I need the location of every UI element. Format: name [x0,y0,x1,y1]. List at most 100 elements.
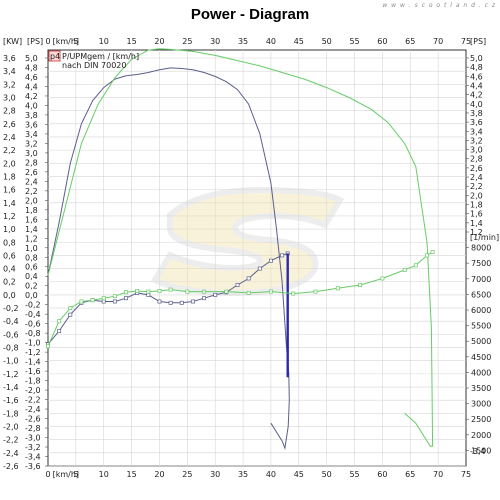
kw-tick-label: -1,8 [3,409,19,418]
kw-tick-label: 1,8 [3,172,16,181]
ps-tick-label: 2,8 [25,158,38,167]
unit-label-ps: [PS] [27,37,43,46]
ps-tick-label: 5,0 [25,54,38,63]
kw-tick-label: -0,4 [3,317,19,326]
kw-tick-label: -1,0 [3,357,19,366]
kw-tick-label: 2,2 [3,146,16,155]
right-ps-tick-label: 1,8 [470,201,483,210]
kw-tick-label: 3,2 [3,80,16,89]
right-ps-tick-label: 2,6 [470,164,483,173]
series-marker-5 [157,289,162,293]
kw-tick-label: 2,6 [3,120,16,129]
unit-label-right-top: [PS] [470,37,486,46]
series-marker-2 [213,292,218,297]
kw-tick-label: 3,6 [3,54,16,63]
ps-tick-label: -3,2 [25,443,41,452]
ps-tick-label: 0,8 [25,253,38,262]
series-marker-2 [268,258,273,263]
kw-tick-label: 0,2 [3,278,16,287]
ps-tick-label: 3,8 [25,111,38,120]
x-tick-label-top: 0 [45,37,50,46]
series-marker-5 [57,319,62,324]
ps-tick-label: -0,4 [25,310,41,319]
ps-tick-label: 2,0 [25,196,38,205]
x-tick-label-bottom: 35 [238,470,248,479]
series-marker-5 [291,291,296,296]
series-layer [46,48,435,451]
series-marker-5 [313,289,318,294]
right-extra-tick-label: -3,4 [470,447,486,456]
series-marker-2 [235,283,240,287]
x-tick-label-bottom: 0 [45,470,50,479]
right-ps-tick-label: 4,8 [470,63,483,72]
kw-tick-label: 1,2 [3,212,16,221]
series-marker-5 [224,289,229,294]
series-marker-5 [101,296,106,301]
kw-tick-label: 0,0 [3,291,16,300]
x-tick-label-bottom: 5 [73,470,78,479]
ps-tick-label: 0,4 [25,272,38,281]
x-tick-label-top: 50 [322,37,332,46]
kw-tick-label: -1,2 [3,370,19,379]
right-ps-tick-label: 4,2 [470,91,483,100]
rpm-tick-label: 3000 [471,400,491,409]
x-tick-label-top: 20 [154,37,164,46]
ps-tick-label: -1,0 [25,339,41,348]
kw-tick-label: -2,4 [3,449,19,458]
x-tick-label-top: 55 [349,37,359,46]
series-marker-5 [430,250,435,255]
right-ps-tick-label: 1,4 [470,219,483,228]
kw-tick-label: -1,6 [3,396,19,405]
ps-tick-label: 1,4 [25,225,38,234]
ps-tick-label: -1,4 [25,358,41,367]
rpm-tick-label: 5000 [471,337,491,346]
ps-tick-label: -0,2 [25,301,41,310]
ps-tick-label: 1,0 [25,244,38,253]
series-marker-5 [46,344,50,349]
series-marker-2 [112,299,117,304]
rpm-tick-label: 2000 [471,431,491,440]
x-tick-label-top: 5 [73,37,78,46]
watermark-logo [150,186,345,297]
ps-tick-label: 0,0 [25,291,38,300]
series-marker-2 [280,253,285,258]
ps-tick-label: 3,0 [25,149,38,158]
series-marker-5 [146,289,151,294]
chart-title: Power - Diagram [190,6,310,23]
axes: 0055101015152020252530303535404045455050… [3,37,499,479]
x-tick-label-top: 60 [377,37,387,46]
kw-tick-label: 3,0 [3,93,16,102]
ps-tick-label: 4,0 [25,101,38,110]
ps-tick-label: 3,2 [25,139,38,148]
series-marker-2 [68,312,73,317]
ps-tick-label: -3,0 [25,434,41,443]
series-marker-5 [268,289,273,294]
ps-tick-label: 0,6 [25,263,38,272]
right-ps-tick-label: 4,0 [470,100,483,109]
kw-tick-label: 1,6 [3,186,16,195]
x-tick-label-top: 10 [99,37,109,46]
ps-tick-label: 1,2 [25,234,38,243]
ps-tick-label: -3,4 [25,453,41,462]
right-ps-tick-label: 4,6 [470,72,483,81]
rpm-tick-label: 6500 [471,290,491,299]
unit-label-kw: [KW] [3,37,22,46]
kw-tick-label: -2,2 [3,436,19,445]
series-marker-5 [413,263,418,268]
x-tick-label-bottom: 30 [210,470,220,479]
x-tick-label-bottom: 10 [99,470,109,479]
x-tick-label-bottom: 25 [182,470,192,479]
right-ps-tick-label: 3,0 [470,146,483,155]
right-ps-tick-label: 2,2 [470,182,483,191]
legend-badge-text: p4 [50,52,60,61]
series-marker-5 [68,306,73,311]
x-tick-label-bottom: 15 [127,470,137,479]
x-tick-label-bottom: 75 [461,470,471,479]
right-ps-tick-label: 3,8 [470,109,483,118]
rpm-tick-label: 2500 [471,415,491,424]
right-ps-tick-label: 2,0 [470,191,483,200]
ps-tick-label: 2,6 [25,168,38,177]
series-marker-2 [246,276,251,281]
right-ps-tick-label: 3,4 [470,127,483,136]
